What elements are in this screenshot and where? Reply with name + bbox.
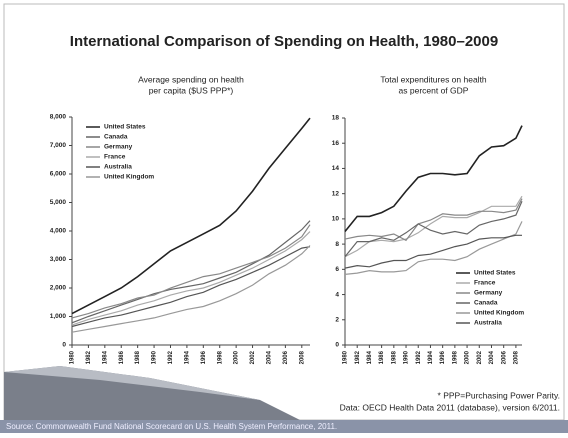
y-tick-label: 12 [332, 190, 340, 197]
chart-title: Average spending on health [138, 74, 244, 84]
decor-swoosh [4, 366, 300, 420]
y-tick-label: 8,000 [50, 114, 67, 121]
x-tick-label: 2006 [283, 350, 289, 364]
x-tick-label: 1984 [102, 350, 108, 364]
x-tick-label: 1980 [70, 350, 76, 364]
x-tick-label: 1982 [355, 350, 361, 364]
y-tick-label: 2 [335, 316, 339, 323]
chart-title: per capita ($US PPP*) [149, 85, 234, 95]
y-tick-label: 6,000 [50, 171, 67, 178]
y-tick-label: 10 [332, 216, 340, 223]
legend-label: Australia [104, 164, 132, 171]
series-line [344, 195, 523, 258]
legend-label: Germany [474, 290, 503, 297]
legend-label: United States [104, 124, 146, 131]
x-tick-label: 1990 [404, 350, 410, 364]
series-line [71, 117, 311, 315]
y-tick-label: 14 [332, 165, 340, 172]
x-tick-label: 2002 [250, 350, 256, 364]
x-tick-label: 2006 [501, 350, 507, 364]
series-line [344, 221, 523, 275]
legend-label: Australia [474, 320, 502, 327]
x-tick-label: 1996 [440, 350, 446, 364]
chart-title: as percent of GDP [399, 85, 469, 95]
series-line [71, 246, 311, 328]
x-tick-label: 1992 [168, 350, 174, 364]
series-line [344, 198, 523, 242]
x-tick-label: 1986 [379, 350, 385, 364]
source-bar [0, 420, 568, 433]
x-tick-label: 2002 [477, 350, 483, 364]
y-tick-label: 5,000 [50, 199, 67, 206]
x-tick-label: 2004 [489, 350, 495, 364]
x-tick-label: 2000 [234, 350, 240, 364]
y-tick-label: 2,000 [50, 285, 67, 292]
y-tick-label: 0 [335, 342, 339, 349]
series-line [71, 231, 311, 326]
y-tick-label: 4,000 [50, 228, 67, 235]
legend-label: United Kingdom [104, 174, 154, 181]
footnote: * PPP=Purchasing Power Parity. [438, 390, 560, 400]
legend-label: United Kingdom [474, 310, 524, 317]
y-tick-label: 8 [335, 241, 339, 248]
x-tick-label: 1984 [367, 350, 373, 364]
x-tick-label: 1996 [201, 350, 207, 364]
x-tick-label: 1980 [343, 350, 349, 364]
legend-label: Canada [104, 134, 128, 141]
x-tick-label: 1998 [217, 350, 223, 364]
series-line [71, 220, 311, 324]
slide-title: International Comparison of Spending on … [70, 33, 498, 50]
legend-label: United States [474, 270, 516, 277]
slide-frame [3, 3, 565, 421]
y-tick-label: 18 [332, 115, 340, 122]
decor-swoosh-light [4, 366, 260, 400]
x-tick-label: 1994 [428, 350, 434, 364]
x-tick-label: 2008 [299, 350, 305, 364]
x-tick-label: 1990 [152, 350, 158, 364]
x-tick-label: 2004 [267, 350, 273, 364]
x-tick-label: 1998 [452, 350, 458, 364]
y-tick-label: 6 [335, 266, 339, 273]
y-tick-label: 16 [332, 140, 340, 147]
x-tick-label: 1988 [391, 350, 397, 364]
series-line [344, 234, 522, 269]
source-text: Source: Commonwealth Fund National Score… [6, 422, 337, 431]
series-line [71, 245, 311, 333]
series-line [344, 200, 523, 258]
legend-label: France [474, 280, 496, 287]
x-tick-label: 1992 [416, 350, 422, 364]
legend-label: Canada [474, 300, 498, 307]
x-tick-label: 2008 [513, 350, 519, 364]
x-tick-label: 1982 [86, 350, 92, 364]
x-tick-label: 1994 [184, 350, 190, 364]
x-tick-label: 1986 [119, 350, 125, 364]
y-tick-label: 7,000 [50, 142, 67, 149]
legend-label: Germany [104, 144, 133, 151]
y-tick-label: 4 [335, 291, 339, 298]
legend-label: France [104, 154, 126, 161]
chart-title: Total expenditures on health [380, 74, 487, 84]
y-tick-label: 0 [62, 342, 66, 349]
y-tick-label: 1,000 [50, 313, 67, 320]
series-line [344, 125, 523, 233]
x-tick-label: 2000 [465, 350, 471, 364]
y-tick-label: 3,000 [50, 256, 67, 263]
data-note: Data: OECD Health Data 2011 (database), … [340, 402, 560, 412]
series-line [71, 224, 311, 319]
x-tick-label: 1988 [135, 350, 141, 364]
